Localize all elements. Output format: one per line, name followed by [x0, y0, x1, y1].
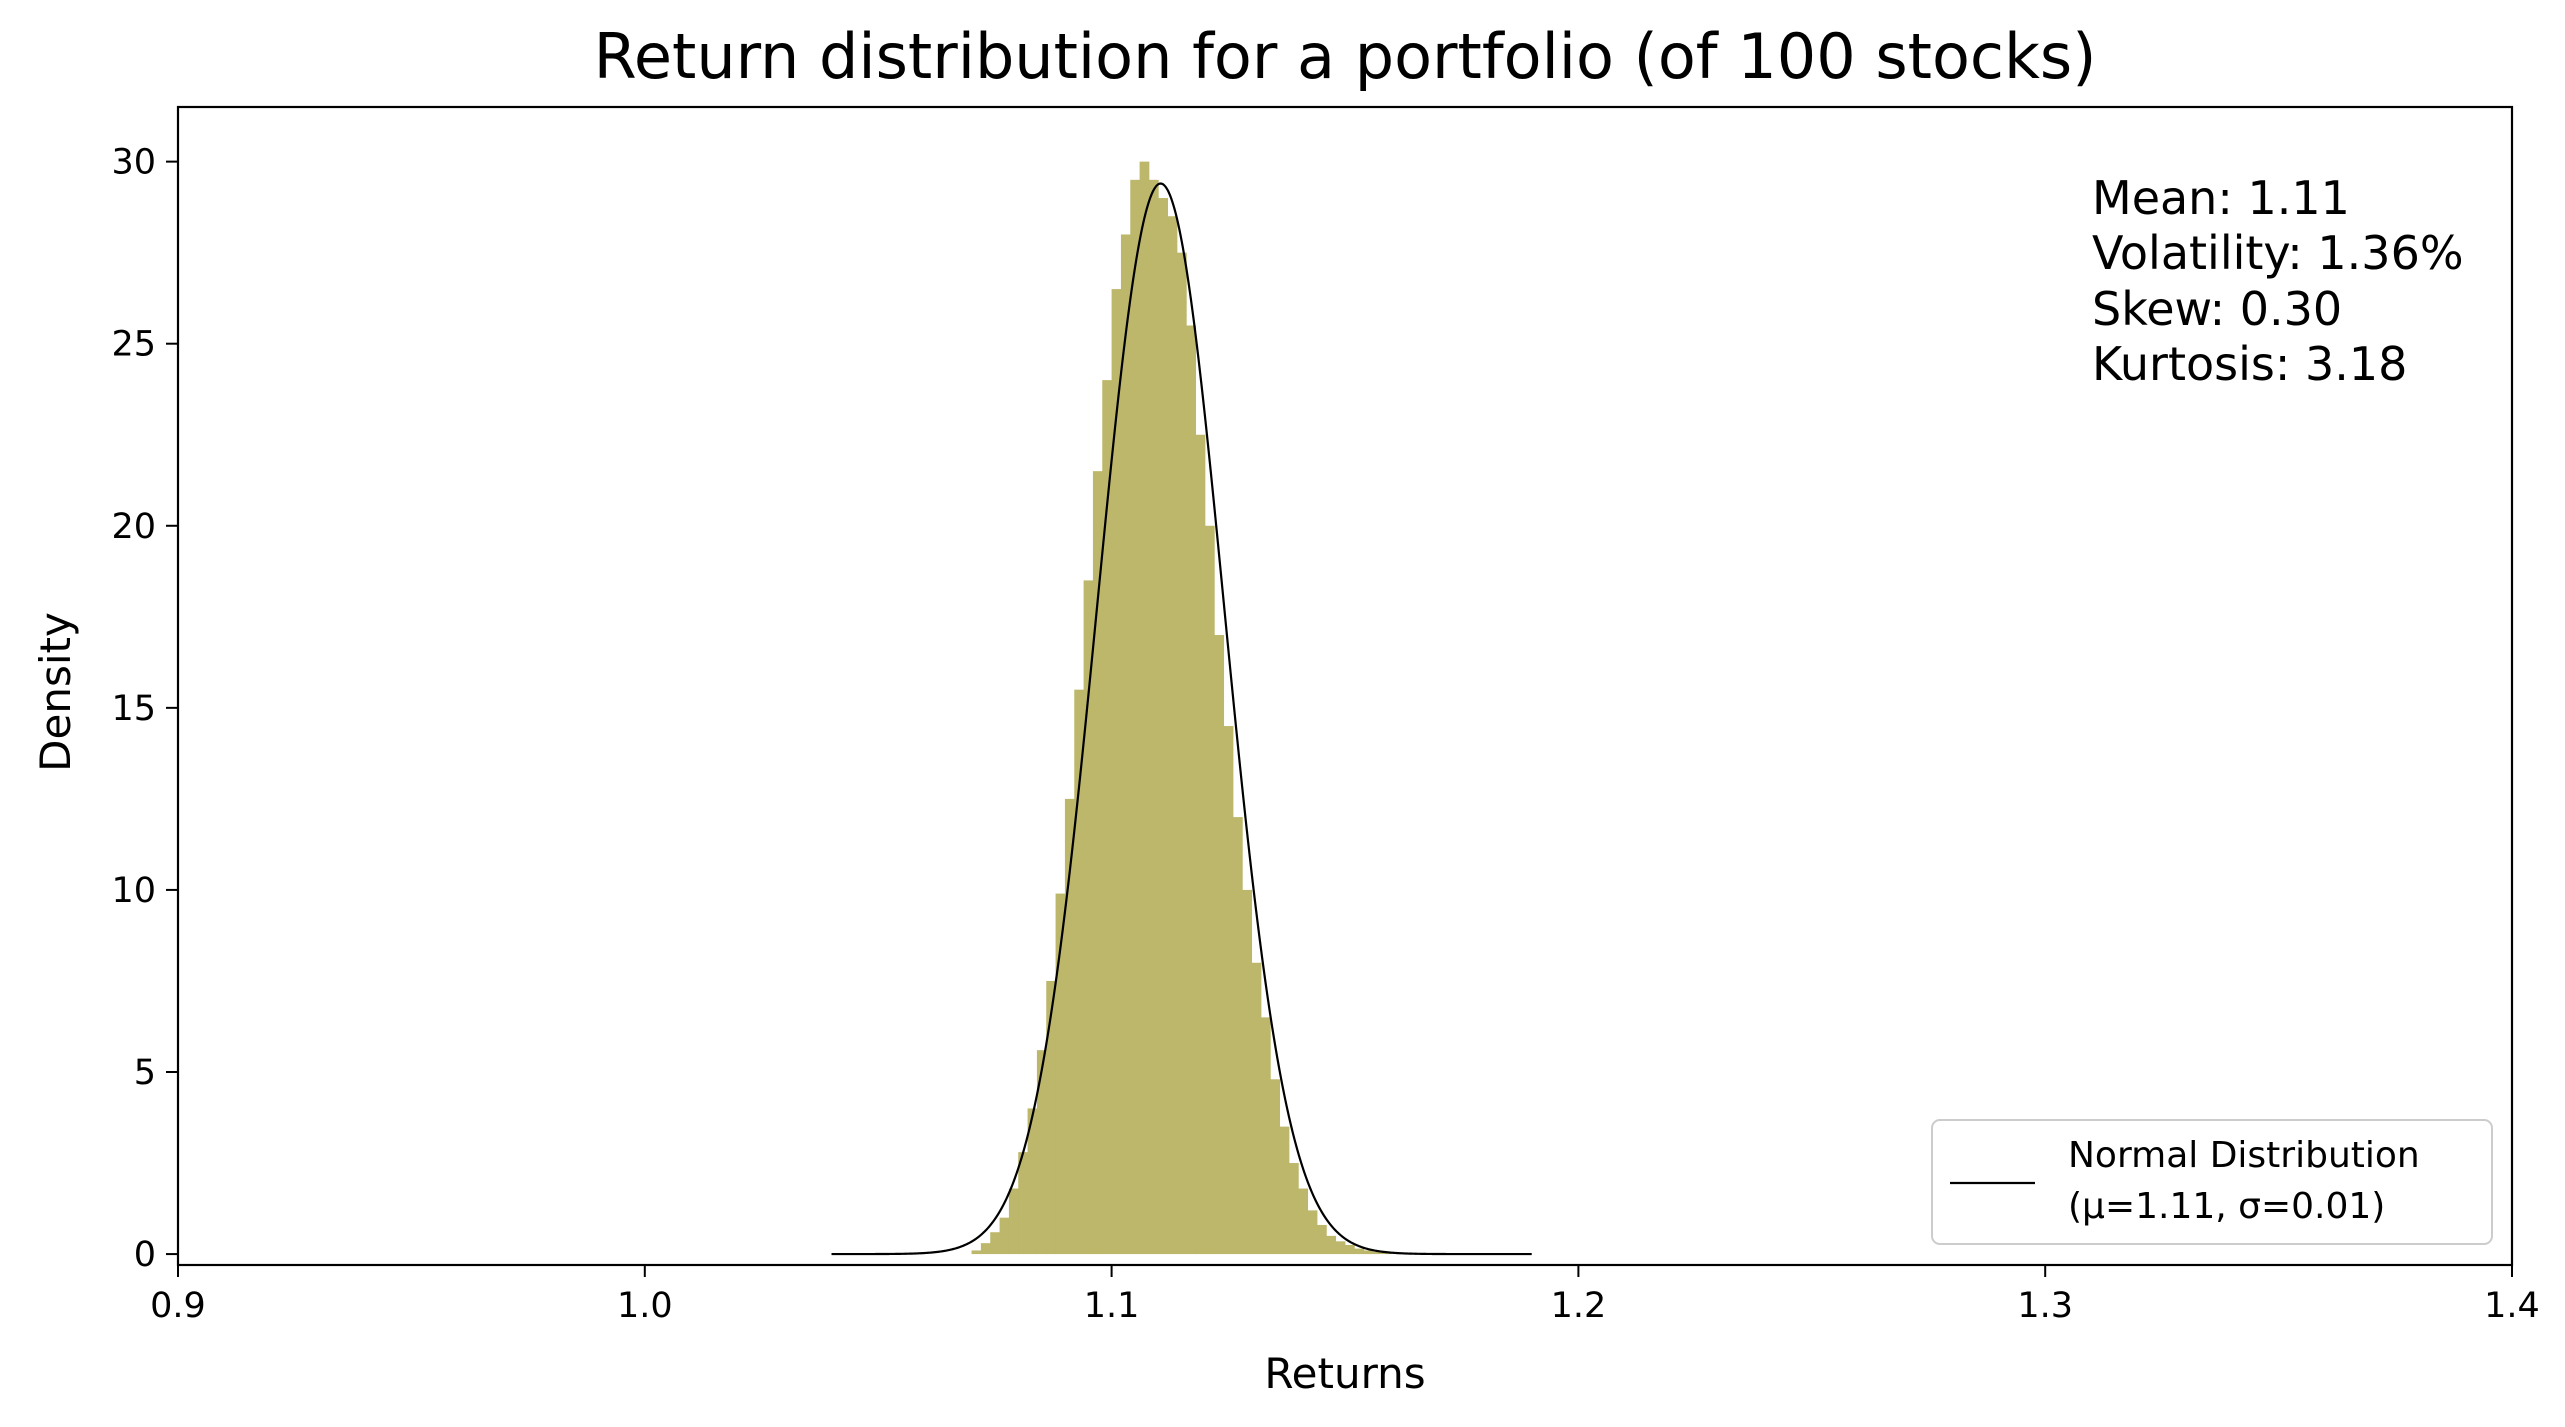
- y-tick-label: 15: [111, 689, 156, 729]
- histogram-bars: [971, 161, 1393, 1255]
- histogram-bar: [1111, 289, 1122, 1255]
- histogram-bar: [980, 1243, 991, 1255]
- y-tick-label: 30: [111, 143, 156, 183]
- stats-kurtosis: Kurtosis: 3.18: [2092, 337, 2407, 391]
- histogram-bar: [1345, 1244, 1355, 1255]
- histogram-bar: [1260, 1017, 1271, 1255]
- histogram-bar: [1288, 1163, 1299, 1255]
- x-tick-label: 1.2: [1551, 1286, 1607, 1326]
- y-tick-label: 0: [134, 1235, 156, 1275]
- plot-area: [176, 105, 2514, 1267]
- chart-title: Return distribution for a portfolio (of …: [594, 20, 2097, 93]
- histogram-bar: [1335, 1241, 1346, 1255]
- histogram-bar: [1139, 161, 1150, 1255]
- histogram-bar: [1055, 893, 1066, 1255]
- legend-frame: [1931, 1119, 2493, 1245]
- y-tick-label: 20: [111, 507, 156, 547]
- stats-annotation: Mean: 1.11 Volatility: 1.36% Skew: 0.30 …: [2092, 171, 2464, 391]
- y-axis-label: Density: [31, 612, 80, 772]
- legend: Normal Distribution (μ=1.11, σ=0.01): [1931, 1119, 2493, 1245]
- stats-volatility: Volatility: 1.36%: [2092, 226, 2464, 280]
- histogram-bar: [1316, 1224, 1327, 1255]
- plot-frame: [176, 105, 2514, 1267]
- histogram-bar: [1363, 1250, 1374, 1255]
- histogram-bar: [1279, 1126, 1290, 1255]
- histogram-bar: [1148, 179, 1159, 1255]
- histogram-bar: [1083, 580, 1094, 1255]
- histogram-bar: [1074, 689, 1084, 1255]
- histogram-bar: [1092, 471, 1103, 1255]
- x-tick-label: 1.1: [1084, 1286, 1140, 1326]
- histogram-bar: [1176, 252, 1187, 1255]
- y-tick-label: 25: [111, 325, 156, 365]
- x-tick-label: 1.0: [617, 1286, 673, 1326]
- x-tick-label: 1.3: [2017, 1286, 2073, 1326]
- stats-mean: Mean: 1.11: [2092, 171, 2350, 225]
- histogram-bar: [1223, 726, 1234, 1255]
- histogram-bar: [971, 1250, 982, 1255]
- histogram-bar: [990, 1232, 1000, 1255]
- histogram-bar: [1158, 198, 1169, 1255]
- histogram-bar: [1298, 1188, 1309, 1255]
- histogram-bar: [1130, 179, 1141, 1255]
- histogram-bar: [1027, 1108, 1038, 1255]
- histogram-bar: [1204, 525, 1215, 1255]
- histogram-bar: [1232, 817, 1243, 1255]
- histogram-bar: [1251, 962, 1262, 1255]
- histogram-bar: [1373, 1251, 1383, 1255]
- histogram-bar: [1120, 234, 1131, 1255]
- histogram-bar: [1242, 889, 1253, 1255]
- x-axis-ticks: 0.9 1.0 1.1 1.2 1.3 1.4: [150, 1265, 2540, 1326]
- histogram-bar: [1214, 635, 1225, 1255]
- legend-label-line2: (μ=1.11, σ=0.01): [2068, 1186, 2385, 1227]
- histogram-bar: [1270, 1079, 1281, 1255]
- histogram-bar: [1307, 1210, 1318, 1255]
- histogram-bar: [1167, 216, 1178, 1255]
- histogram-bar: [1064, 798, 1075, 1255]
- y-tick-label: 10: [111, 871, 156, 911]
- y-tick-label: 5: [134, 1053, 156, 1093]
- histogram-bar: [1036, 1050, 1047, 1255]
- histogram-bar: [999, 1217, 1010, 1255]
- y-axis-ticks: 0 5 10 15 20 25 30: [111, 143, 178, 1275]
- normal-distribution-curve: [831, 182, 1532, 1256]
- histogram-bar: [1018, 1152, 1028, 1255]
- histogram-bar: [1102, 380, 1112, 1255]
- legend-label-line1: Normal Distribution: [2068, 1135, 2420, 1176]
- x-axis-label: Returns: [1264, 1349, 1425, 1398]
- histogram-bar: [1354, 1248, 1365, 1255]
- histogram-bar: [1046, 980, 1056, 1255]
- x-tick-label: 1.4: [2484, 1286, 2540, 1326]
- stats-skew: Skew: 0.30: [2092, 282, 2342, 336]
- histogram-bar: [1326, 1235, 1337, 1255]
- x-tick-label: 0.9: [150, 1286, 206, 1326]
- histogram-bar: [1186, 325, 1197, 1255]
- histogram-bar: [1008, 1188, 1019, 1255]
- histogram-bar: [1195, 434, 1206, 1255]
